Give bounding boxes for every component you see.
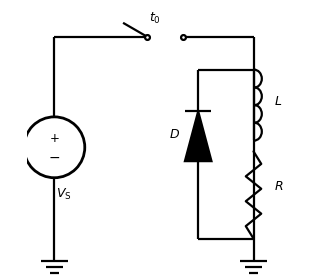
- Text: $L$: $L$: [274, 95, 282, 108]
- Text: $V_\mathrm{S}$: $V_\mathrm{S}$: [56, 187, 72, 202]
- Text: $+$: $+$: [49, 133, 60, 145]
- Text: $D$: $D$: [169, 128, 180, 141]
- Text: $-$: $-$: [48, 150, 60, 164]
- Text: $R$: $R$: [274, 180, 284, 193]
- Text: $t_0$: $t_0$: [149, 11, 161, 26]
- Polygon shape: [185, 111, 212, 161]
